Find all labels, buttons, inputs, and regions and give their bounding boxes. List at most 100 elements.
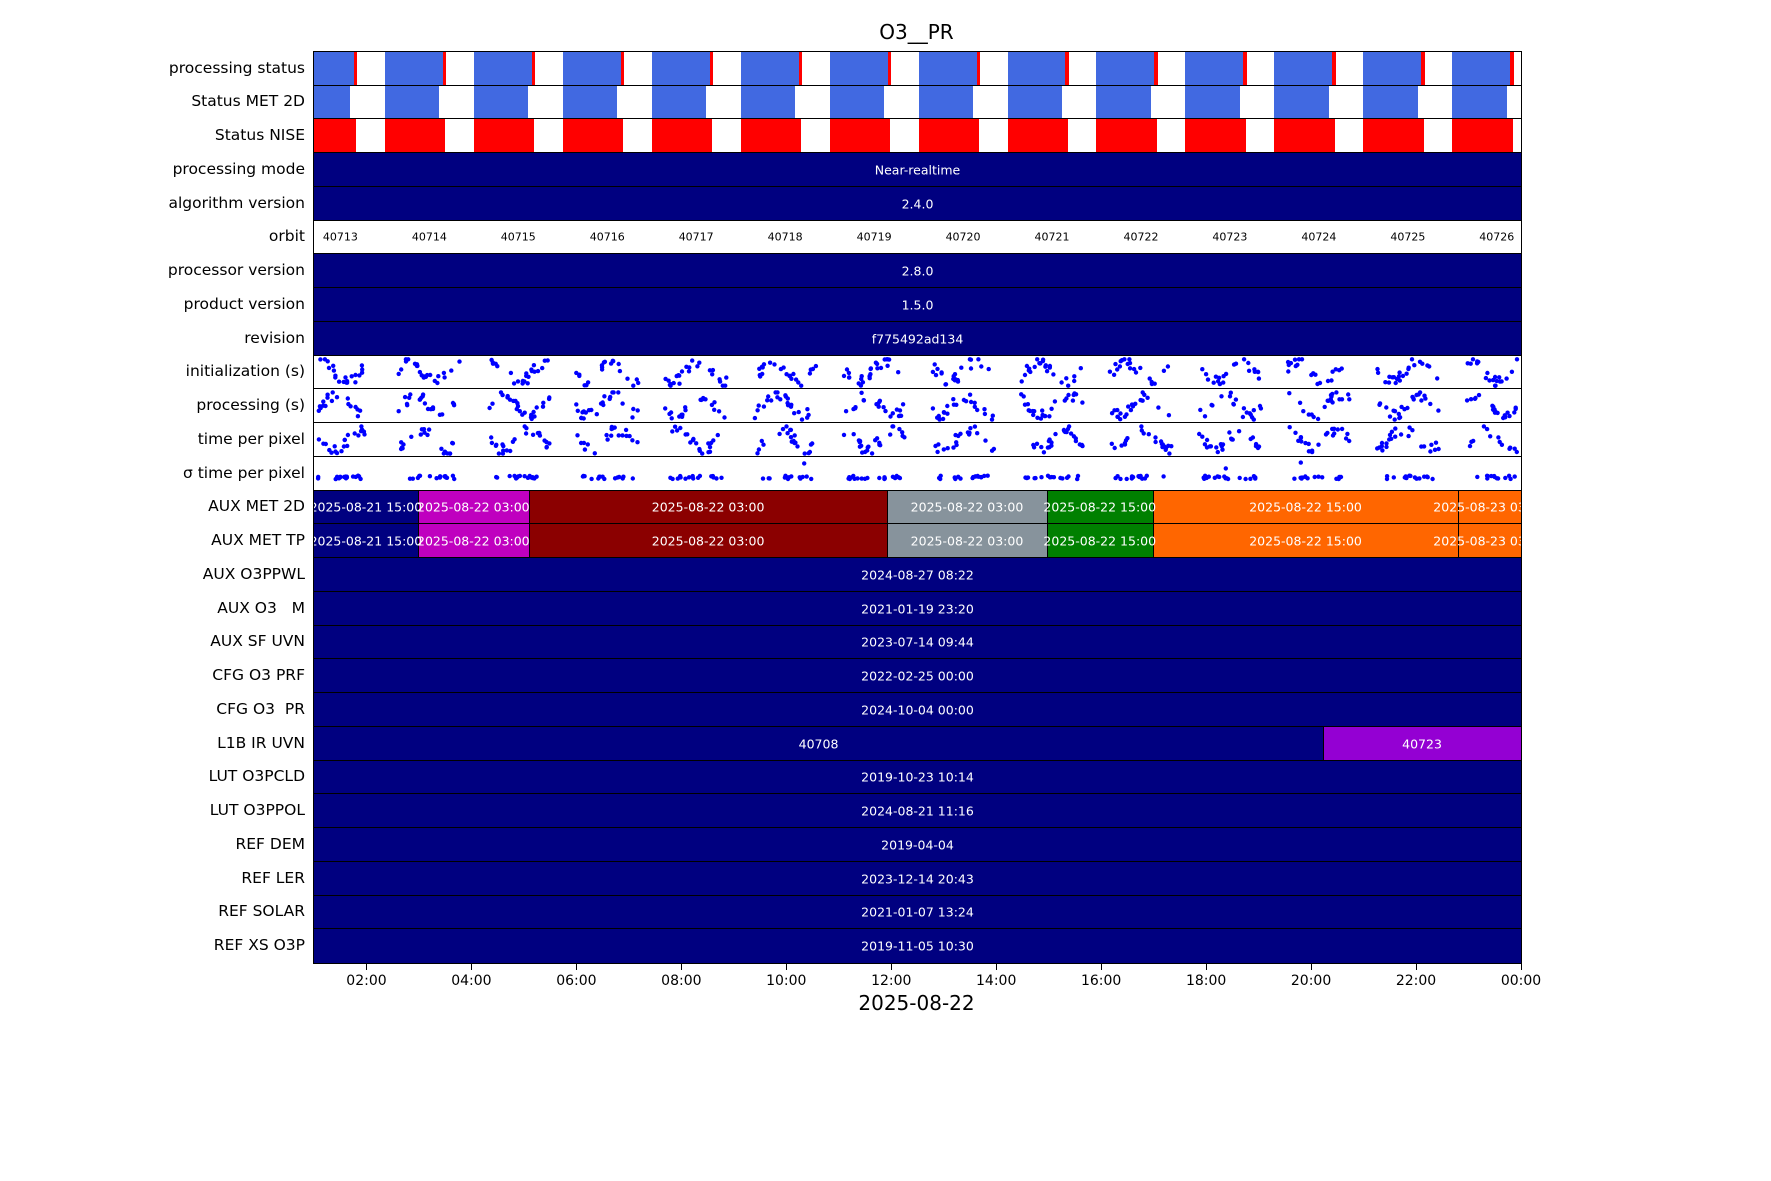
scatter-point bbox=[1200, 434, 1205, 439]
scatter-point bbox=[700, 451, 705, 456]
scatter-point bbox=[353, 380, 358, 385]
scatter-point bbox=[1320, 475, 1325, 480]
scatter-point bbox=[755, 451, 760, 456]
orbit-number: 40718 bbox=[767, 230, 803, 244]
scatter-point bbox=[967, 392, 973, 397]
scatter-point bbox=[1509, 369, 1515, 374]
scatter-point bbox=[859, 374, 864, 379]
scatter-point bbox=[769, 398, 774, 403]
scatter-point bbox=[710, 367, 716, 373]
segment-label: Near-realtime bbox=[874, 162, 961, 177]
scatter-point bbox=[724, 375, 729, 380]
scatter-point bbox=[1497, 379, 1503, 384]
scatter-point bbox=[1112, 445, 1117, 451]
status-block-blue bbox=[314, 86, 351, 118]
scatter-point bbox=[1072, 378, 1077, 384]
scatter-point bbox=[1243, 476, 1248, 482]
scatter-point bbox=[430, 405, 436, 410]
timeline-segment bbox=[417, 491, 529, 523]
scatter-point bbox=[599, 367, 605, 372]
scatter-point bbox=[983, 438, 988, 443]
scatter-point bbox=[531, 363, 537, 368]
status-block-blue bbox=[473, 86, 529, 118]
scatter-point bbox=[707, 444, 713, 450]
scatter-point bbox=[544, 445, 549, 450]
scatter-point bbox=[1161, 474, 1166, 479]
scatter-point bbox=[1497, 439, 1502, 445]
scatter-point bbox=[487, 405, 492, 411]
status-block-red bbox=[1096, 119, 1157, 152]
row-label-ref-ler: REF LER bbox=[241, 869, 305, 887]
scatter-point bbox=[1286, 369, 1291, 374]
scatter-point bbox=[1035, 415, 1040, 420]
scatter-point bbox=[602, 394, 607, 399]
x-tick bbox=[786, 964, 788, 970]
scatter-point bbox=[1325, 378, 1331, 384]
scatter-point bbox=[761, 442, 766, 447]
scatter-point bbox=[989, 448, 995, 453]
orbit-number: 40714 bbox=[411, 230, 447, 244]
scatter-point bbox=[1107, 369, 1113, 374]
row-label-lut-o3ppol: LUT O3PPOL bbox=[209, 801, 305, 819]
scatter-point bbox=[791, 371, 796, 377]
scatter-point bbox=[1250, 435, 1256, 440]
scatter-point bbox=[596, 476, 601, 481]
scatter-point bbox=[333, 375, 338, 380]
scatter-point bbox=[399, 367, 404, 372]
scatter-point bbox=[683, 476, 688, 481]
orbit-number: 40719 bbox=[856, 230, 892, 244]
row-label-aux-sf-uvn: AUX SF UVN bbox=[210, 632, 305, 650]
scatter-point bbox=[496, 451, 502, 456]
scatter-point bbox=[930, 406, 936, 411]
scatter-point bbox=[897, 426, 902, 432]
x-tick bbox=[366, 964, 368, 970]
scatter-strip bbox=[316, 424, 1520, 456]
scatter-point bbox=[1047, 445, 1052, 450]
scatter-point bbox=[582, 383, 587, 388]
scatter-point bbox=[1287, 391, 1292, 396]
scatter-point bbox=[802, 461, 807, 466]
scatter-point bbox=[858, 383, 864, 388]
scatter-point bbox=[1420, 361, 1425, 366]
timeline-segment bbox=[1046, 524, 1153, 557]
scatter-point bbox=[334, 395, 340, 400]
scatter-point bbox=[449, 368, 454, 373]
x-tick-label: 14:00 bbox=[976, 973, 1017, 989]
segment-label: 1.5.0 bbox=[901, 297, 934, 312]
scatter-point bbox=[670, 476, 675, 482]
scatter-point bbox=[1412, 363, 1417, 368]
scatter-point bbox=[617, 368, 623, 374]
scatter-point bbox=[945, 403, 950, 409]
row-time-per-pixel bbox=[314, 423, 1521, 457]
row-algorithm-version: 2.4.0 bbox=[314, 187, 1521, 221]
scatter-point bbox=[882, 475, 887, 480]
status-block-red bbox=[887, 52, 892, 85]
scatter-point bbox=[785, 476, 791, 482]
scatter-point bbox=[520, 381, 525, 386]
scatter-point bbox=[805, 415, 810, 420]
scatter-point bbox=[428, 372, 433, 378]
segment-label: 2.4.0 bbox=[901, 196, 934, 211]
segment-label: 2025-08-22 15:00 bbox=[1043, 533, 1157, 548]
status-block-red bbox=[473, 119, 535, 152]
scatter-point bbox=[524, 426, 529, 431]
scatter-point bbox=[890, 411, 895, 416]
scatter-point bbox=[720, 383, 725, 388]
scatter-point bbox=[1287, 425, 1292, 430]
status-block-red bbox=[353, 52, 358, 85]
x-tick-label: 18:00 bbox=[1185, 973, 1227, 989]
scatter-point bbox=[972, 424, 978, 429]
scatter-point bbox=[534, 405, 539, 410]
scatter-point bbox=[1251, 408, 1256, 413]
scatter-point bbox=[937, 417, 942, 422]
scatter-point bbox=[1464, 398, 1470, 403]
scatter-point bbox=[345, 432, 351, 438]
scatter-point bbox=[547, 441, 552, 446]
timeline-segment bbox=[887, 491, 1047, 523]
status-block-blue bbox=[1007, 86, 1062, 118]
scatter-point bbox=[1298, 435, 1304, 440]
scatter-point bbox=[933, 372, 939, 378]
scatter-point bbox=[686, 475, 692, 480]
scatter-point bbox=[1236, 429, 1242, 434]
segment-label: 2021-01-07 13:24 bbox=[861, 904, 974, 920]
